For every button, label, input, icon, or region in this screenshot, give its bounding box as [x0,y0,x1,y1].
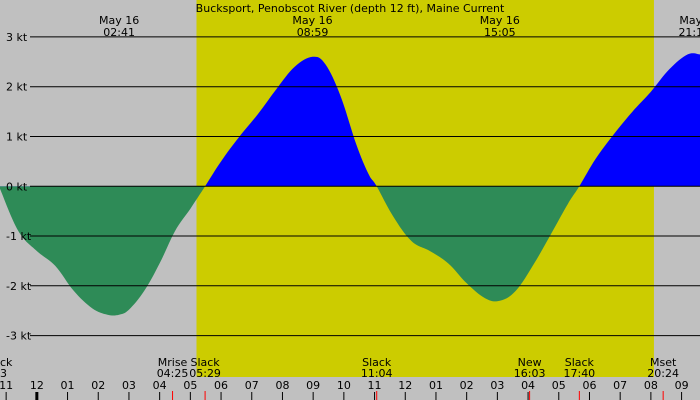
y-tick-label: -3 kt [6,330,32,343]
y-tick-label: -1 kt [6,230,32,243]
x-axis: 11 12 01 02 03 04 05 06 07 08 09 10 11 12 01 02 03 04 05 06… [0,379,689,400]
x-hour-label: 06 [582,379,596,392]
x-hour-label: 09 [675,379,689,392]
event-label: Slack [362,356,392,369]
x-hour-label: 05 [552,379,566,392]
x-hour-label: 02 [460,379,474,392]
top-annotation-time: 21:1 [678,26,700,39]
top-annotation-date: May 16 [292,14,332,27]
y-tick-label: 2 kt [6,81,28,94]
gridline-layer [30,36,700,337]
x-hour-label: 06 [214,379,228,392]
x-hour-label: 03 [122,379,136,392]
bottom-events: ck3Mrise04:25Slack05:29Slack11:04New16:0… [0,356,679,400]
event-time: 16:03 [514,367,546,380]
x-hour-label: 08 [644,379,658,392]
event-time: 3 [0,367,7,380]
y-tick-label: -2 kt [6,280,32,293]
event-time: 20:24 [647,367,679,380]
y-tick-label: 3 kt [6,31,28,44]
ebb-current-area [0,186,700,316]
event-time: 17:40 [563,367,595,380]
x-hour-label: 04 [521,379,535,392]
x-hour-label: 12 [30,379,44,392]
event-label: Slack [565,356,595,369]
event-label: Mset [650,356,677,369]
x-hour-label: 09 [306,379,320,392]
top-annotations: Bucksport, Penobscot River (depth 12 ft)… [99,2,700,39]
event-label: ck [0,356,13,369]
event-label: Slack [190,356,220,369]
x-hour-label: 01 [61,379,75,392]
event-time: 05:29 [189,367,221,380]
top-annotation-time: 02:41 [103,26,135,39]
top-annotation-time: 15:05 [484,26,516,39]
x-hour-label: 05 [183,379,197,392]
x-hour-label: 04 [153,379,167,392]
x-hour-label: 07 [245,379,259,392]
top-annotation-date: May 16 [480,14,520,27]
top-annotation-date: May [679,14,700,27]
y-tick-label: 0 kt [6,180,28,193]
event-time: 11:04 [361,367,393,380]
y-tick-labels: 3 kt 2 kt 1 kt 0 kt -1 kt -2 kt -3 kt [6,31,32,343]
x-hour-label: 03 [490,379,504,392]
x-hour-label: 01 [429,379,443,392]
event-label: Mrise [158,356,188,369]
x-hour-label: 11 [0,379,13,392]
x-hour-label: 02 [91,379,105,392]
x-hour-label: 08 [275,379,289,392]
x-hour-label: 11 [368,379,382,392]
event-time: 04:25 [157,367,189,380]
top-annotation-date: May 16 [99,14,139,27]
x-hour-label: 12 [398,379,412,392]
top-annotation-time: 08:59 [297,26,329,39]
event-label: New [518,356,542,369]
y-tick-label: 1 kt [6,130,28,143]
x-hour-label: 10 [337,379,351,392]
x-hour-label: 07 [613,379,627,392]
chart-title: Bucksport, Penobscot River (depth 12 ft)… [196,2,505,15]
